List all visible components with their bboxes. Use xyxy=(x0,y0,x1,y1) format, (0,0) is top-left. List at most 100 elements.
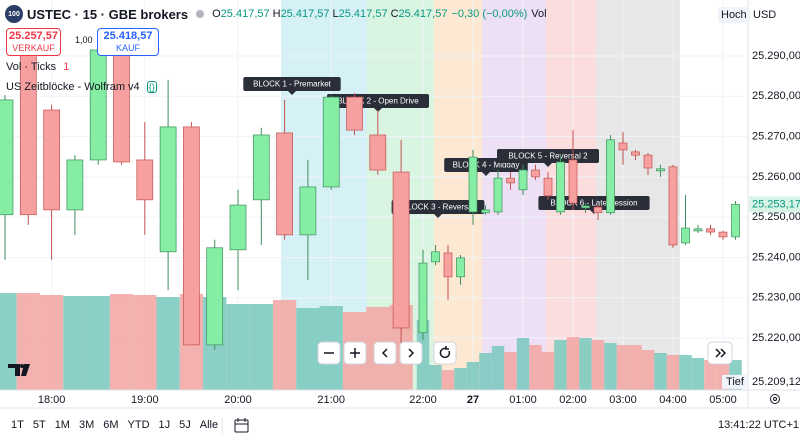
candle-body xyxy=(606,139,615,214)
volume-label: Vol xyxy=(531,8,547,20)
reset[interactable] xyxy=(433,341,457,365)
range-button[interactable]: 3M xyxy=(78,419,95,431)
candle-body xyxy=(731,204,740,238)
y-tick-label: 25.260,00 xyxy=(752,171,800,183)
low-name: Tief xyxy=(726,376,745,388)
buy-button[interactable]: 25.418,57 KAUF xyxy=(97,28,159,56)
ohlc-value: 25.417,57 xyxy=(220,8,270,20)
candle-body xyxy=(322,96,340,188)
scroll-right[interactable] xyxy=(399,341,423,365)
status-dot xyxy=(196,10,205,18)
candle-body xyxy=(481,209,490,214)
buy-label: KAUF xyxy=(115,43,140,53)
block-tag-pointer xyxy=(544,163,552,167)
candle-body xyxy=(668,166,678,246)
last-price-label: 25.253,17 xyxy=(752,198,800,210)
volume-bar xyxy=(704,360,717,390)
range-button[interactable]: 1J xyxy=(158,419,171,431)
candle-body xyxy=(681,227,690,244)
candle-body xyxy=(531,169,540,178)
candle-body xyxy=(618,142,628,151)
volume-bar xyxy=(529,345,542,390)
range-button[interactable]: 6M xyxy=(103,419,119,431)
volume-bar xyxy=(466,362,480,390)
volume-bar xyxy=(604,343,617,390)
session-block xyxy=(482,0,546,390)
sell-button[interactable]: 25.257,57 VERKAUF xyxy=(6,28,61,56)
candle-body xyxy=(543,177,553,197)
ohlc-item: L25.417,57 xyxy=(333,8,388,20)
block-label: BLOCK 3 - Reversal xyxy=(402,203,475,212)
ohlc-key: C xyxy=(390,8,399,20)
low-tag xyxy=(722,374,748,389)
y-tick-label: 25.290,00 xyxy=(752,50,800,62)
candle-body xyxy=(556,161,565,213)
range-button[interactable]: YTD xyxy=(127,419,150,431)
block-label: BLOCK 6 - Late Session xyxy=(550,199,637,208)
y-tick-label: 25.280,00 xyxy=(752,90,800,102)
ohlc-key: O xyxy=(212,8,221,20)
x-tick-label: 04:00 xyxy=(659,394,687,406)
volume-bar xyxy=(133,295,157,390)
volume-bar xyxy=(566,337,580,390)
candle-body xyxy=(631,151,640,156)
scale-button[interactable]: Hoch xyxy=(718,7,750,23)
symbol: USTEC · 15 · GBE brokers xyxy=(27,6,189,22)
candle-body xyxy=(418,262,428,334)
header: 100 USTEC · 15 · GBE brokers O25.417,57 H… xyxy=(5,5,547,23)
ohlc-value: 25.417,57 xyxy=(398,8,448,20)
currency[interactable]: USD xyxy=(753,9,777,21)
ohlc: O25.417,57 H25.417,57 L25.417,57 C25.417,57 xyxy=(212,8,447,20)
volume-bar xyxy=(504,352,517,390)
candle-body xyxy=(183,126,200,346)
volume-bar xyxy=(109,294,134,390)
y-tick-label: 25.220,00 xyxy=(752,332,800,344)
control-icons xyxy=(324,346,727,359)
zoom-controls[interactable] xyxy=(317,341,733,365)
x-tick-label: 22:00 xyxy=(409,394,437,406)
volume-bar xyxy=(616,345,630,390)
candle-body xyxy=(518,169,528,191)
low-label: 25.209,12 xyxy=(752,376,800,388)
axes: 25.220,0025.230,0025.240,0025.250,0025.2… xyxy=(38,50,800,406)
volume-bar xyxy=(679,355,692,390)
indicator: US Zeitblöcke - Wolfram v4 {} xyxy=(6,81,157,93)
volume-bar xyxy=(554,340,567,390)
range-button[interactable]: 5J xyxy=(179,419,191,431)
block-label: BLOCK 1 - Premarket xyxy=(253,80,332,89)
buy-price: 25.418,57 xyxy=(103,30,153,42)
scroll-left[interactable] xyxy=(373,341,397,365)
candle-body xyxy=(706,228,715,233)
range-button[interactable]: Alle xyxy=(199,419,219,431)
change: −0,30 (−0,00%) xyxy=(451,8,528,20)
volume-bar xyxy=(249,304,273,390)
y-tick-label: 25.230,00 xyxy=(752,292,800,304)
candle-body xyxy=(431,251,440,263)
x-tick-label: 21:00 xyxy=(317,394,345,406)
candle-body xyxy=(206,247,224,346)
volume-bar xyxy=(654,353,667,390)
range-button[interactable]: 5T xyxy=(32,419,46,431)
indicator-name: Vol · Ticks xyxy=(6,61,57,73)
candle-body xyxy=(276,132,293,236)
x-tick-label: 02:00 xyxy=(559,394,587,406)
block-tag xyxy=(538,196,650,210)
candle-body xyxy=(346,96,363,131)
candle-body xyxy=(506,177,515,184)
candle-body xyxy=(656,168,665,172)
volume-bar xyxy=(0,293,17,390)
indicator-value: 1 xyxy=(63,61,70,73)
volume-bar xyxy=(272,300,297,390)
last-price-tag xyxy=(749,196,800,213)
candle-body xyxy=(581,205,590,209)
volume-bar xyxy=(39,295,64,390)
icons xyxy=(221,394,780,434)
volume-bar xyxy=(16,293,40,390)
range-button[interactable]: 1T xyxy=(11,419,24,431)
x-tick-label: 27 xyxy=(467,394,479,406)
candle-body xyxy=(443,252,453,278)
x-tick-label: 19:00 xyxy=(131,394,159,406)
range-button[interactable]: 1M xyxy=(54,419,70,431)
volume-bar xyxy=(666,355,680,390)
